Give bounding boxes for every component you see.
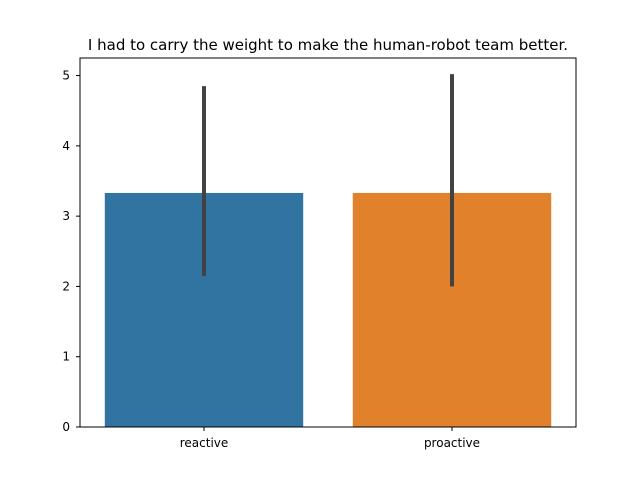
bars-layer [104, 192, 552, 427]
y-tick-label: 0 [62, 420, 70, 434]
chart-title: I had to carry the weight to make the hu… [88, 36, 568, 54]
y-tick-label: 4 [62, 139, 70, 153]
y-tick-label: 1 [62, 350, 70, 364]
y-tick-label: 3 [62, 209, 70, 223]
y-axis: 0 1 2 3 4 5 [62, 69, 80, 434]
x-tick-label-proactive: proactive [424, 436, 480, 450]
x-tick-label-reactive: reactive [180, 436, 229, 450]
plot-frame [79, 57, 577, 428]
x-axis: reactive proactive [180, 427, 480, 450]
y-tick-label: 2 [62, 279, 70, 293]
errorbars-layer [202, 74, 454, 287]
y-tick-label: 5 [62, 69, 70, 83]
